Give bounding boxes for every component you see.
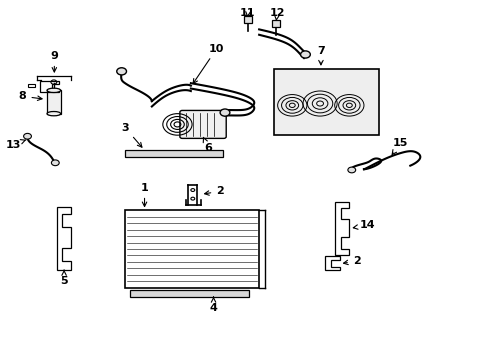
Text: 10: 10 — [193, 44, 224, 84]
Circle shape — [190, 189, 194, 192]
Bar — [28, 84, 35, 87]
Bar — [272, 20, 280, 27]
Text: 11: 11 — [240, 8, 255, 18]
Ellipse shape — [47, 88, 61, 93]
Bar — [273, 69, 378, 135]
Circle shape — [300, 51, 310, 58]
Circle shape — [23, 134, 31, 139]
Bar — [244, 16, 252, 23]
Text: 7: 7 — [316, 46, 324, 65]
FancyBboxPatch shape — [180, 111, 226, 138]
Text: 9: 9 — [50, 51, 58, 72]
Text: 1: 1 — [141, 183, 148, 207]
Text: 5: 5 — [60, 270, 68, 286]
Bar — [125, 211, 259, 288]
Text: 13: 13 — [5, 140, 26, 150]
Text: 6: 6 — [203, 138, 211, 153]
Bar — [130, 290, 249, 297]
Text: 2: 2 — [343, 256, 360, 266]
Circle shape — [117, 68, 126, 75]
Text: 3: 3 — [121, 122, 142, 147]
Circle shape — [347, 167, 355, 173]
Circle shape — [51, 160, 59, 166]
Circle shape — [190, 197, 194, 200]
Text: 8: 8 — [19, 91, 42, 101]
Bar — [125, 150, 222, 157]
Circle shape — [220, 109, 229, 116]
Text: 12: 12 — [269, 8, 285, 21]
Text: 14: 14 — [353, 220, 375, 230]
Text: 2: 2 — [204, 186, 224, 196]
Text: 15: 15 — [391, 138, 407, 154]
Bar — [47, 90, 61, 114]
Ellipse shape — [47, 112, 61, 116]
Text: 4: 4 — [209, 297, 217, 313]
